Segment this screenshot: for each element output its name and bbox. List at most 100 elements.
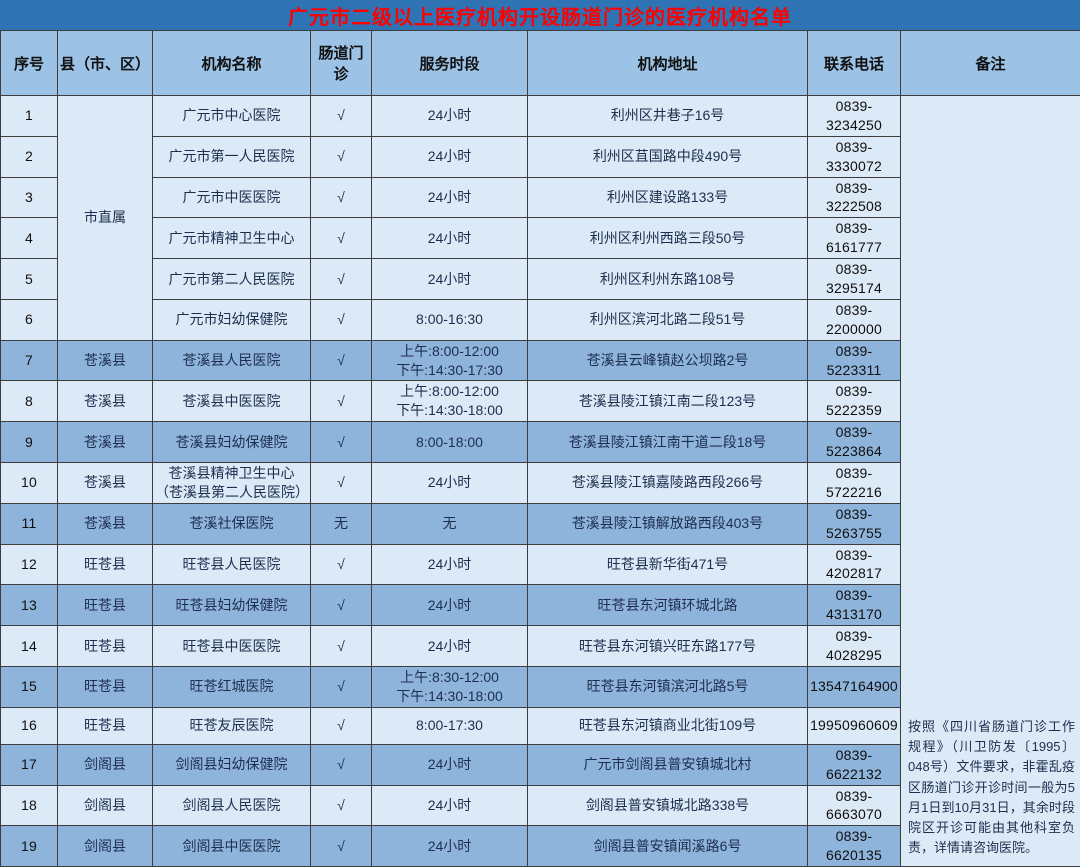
clinic-cell: √ bbox=[311, 544, 372, 585]
hours-cell: 24小时 bbox=[372, 177, 528, 218]
county-cell: 苍溪县 bbox=[58, 503, 153, 544]
hours-cell: 24小时 bbox=[372, 785, 528, 826]
phone-cell: 0839-6620135 bbox=[808, 826, 901, 867]
hours-cell: 上午:8:00-12:00 下午:14:30-17:30 bbox=[372, 340, 528, 381]
name-cell: 剑阁县人民医院 bbox=[153, 785, 311, 826]
name-cell: 旺苍县妇幼保健院 bbox=[153, 585, 311, 626]
county-cell: 旺苍县 bbox=[58, 544, 153, 585]
phone-cell: 0839-2200000 bbox=[808, 299, 901, 340]
name-cell: 剑阁县妇幼保健院 bbox=[153, 744, 311, 785]
clinic-cell: √ bbox=[311, 136, 372, 177]
address-cell: 剑阁县普安镇闻溪路6号 bbox=[528, 826, 808, 867]
address-cell: 旺苍县东河镇滨河北路5号 bbox=[528, 666, 808, 707]
seq-cell: 19 bbox=[1, 826, 58, 867]
phone-cell: 0839-3222508 bbox=[808, 177, 901, 218]
hours-cell: 24小时 bbox=[372, 259, 528, 300]
hours-cell: 24小时 bbox=[372, 585, 528, 626]
hours-cell: 上午:8:00-12:00 下午:14:30-18:00 bbox=[372, 381, 528, 422]
column-header-remark: 备注 bbox=[901, 31, 1080, 96]
page-title: 广元市二级以上医疗机构开设肠道门诊的医疗机构名单 bbox=[0, 0, 1080, 30]
clinic-cell: √ bbox=[311, 626, 372, 667]
seq-cell: 15 bbox=[1, 666, 58, 707]
county-cell: 旺苍县 bbox=[58, 585, 153, 626]
county-cell: 苍溪县 bbox=[58, 340, 153, 381]
seq-cell: 13 bbox=[1, 585, 58, 626]
county-cell: 旺苍县 bbox=[58, 707, 153, 744]
county-cell: 苍溪县 bbox=[58, 463, 153, 504]
seq-cell: 18 bbox=[1, 785, 58, 826]
column-header-hours: 服务时段 bbox=[372, 31, 528, 96]
hours-cell: 8:00-16:30 bbox=[372, 299, 528, 340]
clinic-cell: √ bbox=[311, 177, 372, 218]
address-cell: 苍溪县陵江镇江南干道二段18号 bbox=[528, 422, 808, 463]
clinic-cell: √ bbox=[311, 585, 372, 626]
clinic-cell: 无 bbox=[311, 503, 372, 544]
clinic-cell: √ bbox=[311, 707, 372, 744]
phone-cell: 0839-5222359 bbox=[808, 381, 901, 422]
clinic-cell: √ bbox=[311, 96, 372, 137]
phone-cell: 0839-5722216 bbox=[808, 463, 901, 504]
name-cell: 旺苍红城医院 bbox=[153, 666, 311, 707]
column-header-seq: 序号 bbox=[1, 31, 58, 96]
name-cell: 广元市第二人民医院 bbox=[153, 259, 311, 300]
phone-cell: 0839-4028295 bbox=[808, 626, 901, 667]
address-cell: 旺苍县东河镇环城北路 bbox=[528, 585, 808, 626]
name-cell: 剑阁县中医医院 bbox=[153, 826, 311, 867]
seq-cell: 2 bbox=[1, 136, 58, 177]
address-cell: 苍溪县陵江镇江南二段123号 bbox=[528, 381, 808, 422]
clinic-cell: √ bbox=[311, 422, 372, 463]
clinic-cell: √ bbox=[311, 463, 372, 504]
column-header-county: 县（市、区） bbox=[58, 31, 153, 96]
address-cell: 旺苍县新华街471号 bbox=[528, 544, 808, 585]
seq-cell: 9 bbox=[1, 422, 58, 463]
phone-cell: 0839-6161777 bbox=[808, 218, 901, 259]
column-header-address: 机构地址 bbox=[528, 31, 808, 96]
address-cell: 利州区滨河北路二段51号 bbox=[528, 299, 808, 340]
seq-cell: 3 bbox=[1, 177, 58, 218]
name-cell: 旺苍县中医医院 bbox=[153, 626, 311, 667]
address-cell: 剑阁县普安镇城北路338号 bbox=[528, 785, 808, 826]
phone-cell: 13547164900 bbox=[808, 666, 901, 707]
seq-cell: 5 bbox=[1, 259, 58, 300]
column-header-clinic: 肠道门诊 bbox=[311, 31, 372, 96]
hours-cell: 24小时 bbox=[372, 218, 528, 259]
county-cell: 剑阁县 bbox=[58, 744, 153, 785]
name-cell: 苍溪县精神卫生中心 （苍溪县第二人民医院） bbox=[153, 463, 311, 504]
header-row: 序号 县（市、区） 机构名称 肠道门诊 服务时段 机构地址 联系电话 备注 bbox=[1, 31, 1080, 96]
address-cell: 利州区建设路133号 bbox=[528, 177, 808, 218]
hours-cell: 24小时 bbox=[372, 544, 528, 585]
remark-cell: 按照《四川省肠道门诊工作规程》（川卫防发〔1995〕048号）文件要求，非霍乱疫… bbox=[901, 96, 1080, 867]
phone-cell: 0839-3234250 bbox=[808, 96, 901, 137]
hours-cell: 24小时 bbox=[372, 136, 528, 177]
seq-cell: 17 bbox=[1, 744, 58, 785]
address-cell: 旺苍县东河镇兴旺东路177号 bbox=[528, 626, 808, 667]
address-cell: 旺苍县东河镇商业北街109号 bbox=[528, 707, 808, 744]
address-cell: 利州区井巷子16号 bbox=[528, 96, 808, 137]
address-cell: 广元市剑阁县普安镇城北村 bbox=[528, 744, 808, 785]
county-cell: 旺苍县 bbox=[58, 626, 153, 667]
hours-cell: 无 bbox=[372, 503, 528, 544]
clinic-cell: √ bbox=[311, 826, 372, 867]
hours-cell: 8:00-18:00 bbox=[372, 422, 528, 463]
address-cell: 苍溪县云峰镇赵公坝路2号 bbox=[528, 340, 808, 381]
clinic-cell: √ bbox=[311, 259, 372, 300]
county-cell: 旺苍县 bbox=[58, 666, 153, 707]
clinic-cell: √ bbox=[311, 340, 372, 381]
seq-cell: 4 bbox=[1, 218, 58, 259]
phone-cell: 0839-4313170 bbox=[808, 585, 901, 626]
county-cell: 市直属 bbox=[58, 96, 153, 341]
seq-cell: 10 bbox=[1, 463, 58, 504]
clinic-cell: √ bbox=[311, 744, 372, 785]
hours-cell: 24小时 bbox=[372, 744, 528, 785]
phone-cell: 0839-5223864 bbox=[808, 422, 901, 463]
phone-cell: 0839-3295174 bbox=[808, 259, 901, 300]
column-header-name: 机构名称 bbox=[153, 31, 311, 96]
address-cell: 利州区苴国路中段490号 bbox=[528, 136, 808, 177]
county-cell: 苍溪县 bbox=[58, 381, 153, 422]
hours-cell: 24小时 bbox=[372, 463, 528, 504]
name-cell: 广元市中心医院 bbox=[153, 96, 311, 137]
address-cell: 利州区利州西路三段50号 bbox=[528, 218, 808, 259]
